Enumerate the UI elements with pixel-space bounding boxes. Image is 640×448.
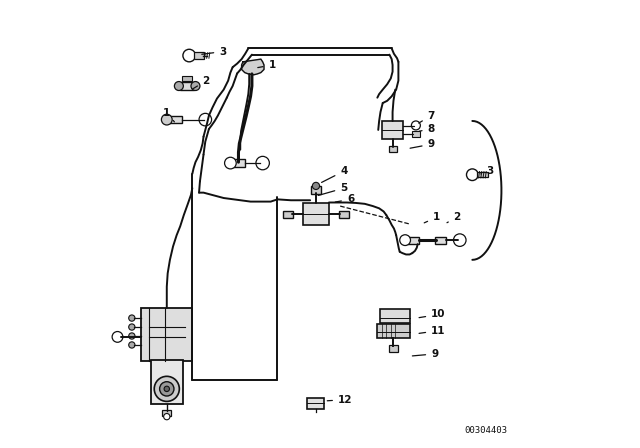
Text: 7: 7 bbox=[419, 111, 435, 123]
Bar bbox=[389, 345, 398, 352]
Circle shape bbox=[191, 82, 200, 90]
Bar bbox=[380, 309, 410, 323]
Text: 8: 8 bbox=[419, 124, 435, 134]
Circle shape bbox=[164, 414, 170, 420]
Bar bbox=[150, 360, 183, 404]
Bar bbox=[311, 186, 321, 194]
Circle shape bbox=[225, 157, 236, 169]
Text: 00304403: 00304403 bbox=[464, 426, 508, 435]
Circle shape bbox=[129, 315, 135, 321]
Bar bbox=[284, 211, 293, 218]
Text: 5: 5 bbox=[318, 183, 348, 195]
Bar bbox=[382, 121, 403, 139]
Text: 11: 11 bbox=[419, 326, 445, 336]
Text: 3: 3 bbox=[202, 47, 227, 56]
Circle shape bbox=[159, 382, 174, 396]
Text: 2: 2 bbox=[193, 76, 210, 89]
Circle shape bbox=[467, 169, 478, 181]
Bar bbox=[182, 76, 192, 81]
Circle shape bbox=[400, 235, 410, 246]
Text: 12: 12 bbox=[327, 395, 353, 405]
Circle shape bbox=[312, 182, 319, 190]
Bar bbox=[168, 116, 182, 123]
Circle shape bbox=[112, 332, 123, 342]
Text: 3: 3 bbox=[481, 166, 494, 176]
Polygon shape bbox=[241, 59, 264, 75]
Bar bbox=[141, 308, 192, 361]
Bar bbox=[477, 172, 488, 177]
Bar bbox=[180, 82, 194, 90]
Text: 6: 6 bbox=[335, 194, 354, 204]
Text: 1: 1 bbox=[258, 60, 276, 70]
Text: 1: 1 bbox=[163, 108, 174, 122]
Bar bbox=[435, 237, 446, 244]
Text: 1: 1 bbox=[424, 212, 440, 223]
Bar bbox=[339, 211, 349, 218]
Bar bbox=[388, 146, 397, 152]
Circle shape bbox=[454, 234, 466, 246]
Text: 2: 2 bbox=[447, 212, 461, 223]
Circle shape bbox=[154, 376, 179, 401]
Bar bbox=[163, 410, 172, 416]
Circle shape bbox=[174, 82, 183, 90]
Bar bbox=[412, 131, 420, 137]
Circle shape bbox=[129, 333, 135, 339]
Bar bbox=[194, 52, 204, 59]
Text: 9: 9 bbox=[410, 139, 435, 149]
Circle shape bbox=[164, 386, 170, 392]
Text: 10: 10 bbox=[419, 310, 445, 319]
Circle shape bbox=[256, 156, 269, 170]
Bar bbox=[407, 237, 419, 244]
Circle shape bbox=[199, 113, 212, 126]
Text: 9: 9 bbox=[412, 349, 438, 359]
Bar bbox=[232, 159, 245, 167]
Bar bbox=[378, 324, 410, 338]
Circle shape bbox=[412, 121, 420, 130]
Circle shape bbox=[183, 49, 195, 62]
Circle shape bbox=[129, 342, 135, 348]
Bar bbox=[307, 398, 324, 409]
Circle shape bbox=[161, 114, 172, 125]
Text: 4: 4 bbox=[321, 166, 348, 182]
Bar bbox=[303, 203, 329, 225]
Circle shape bbox=[129, 324, 135, 330]
